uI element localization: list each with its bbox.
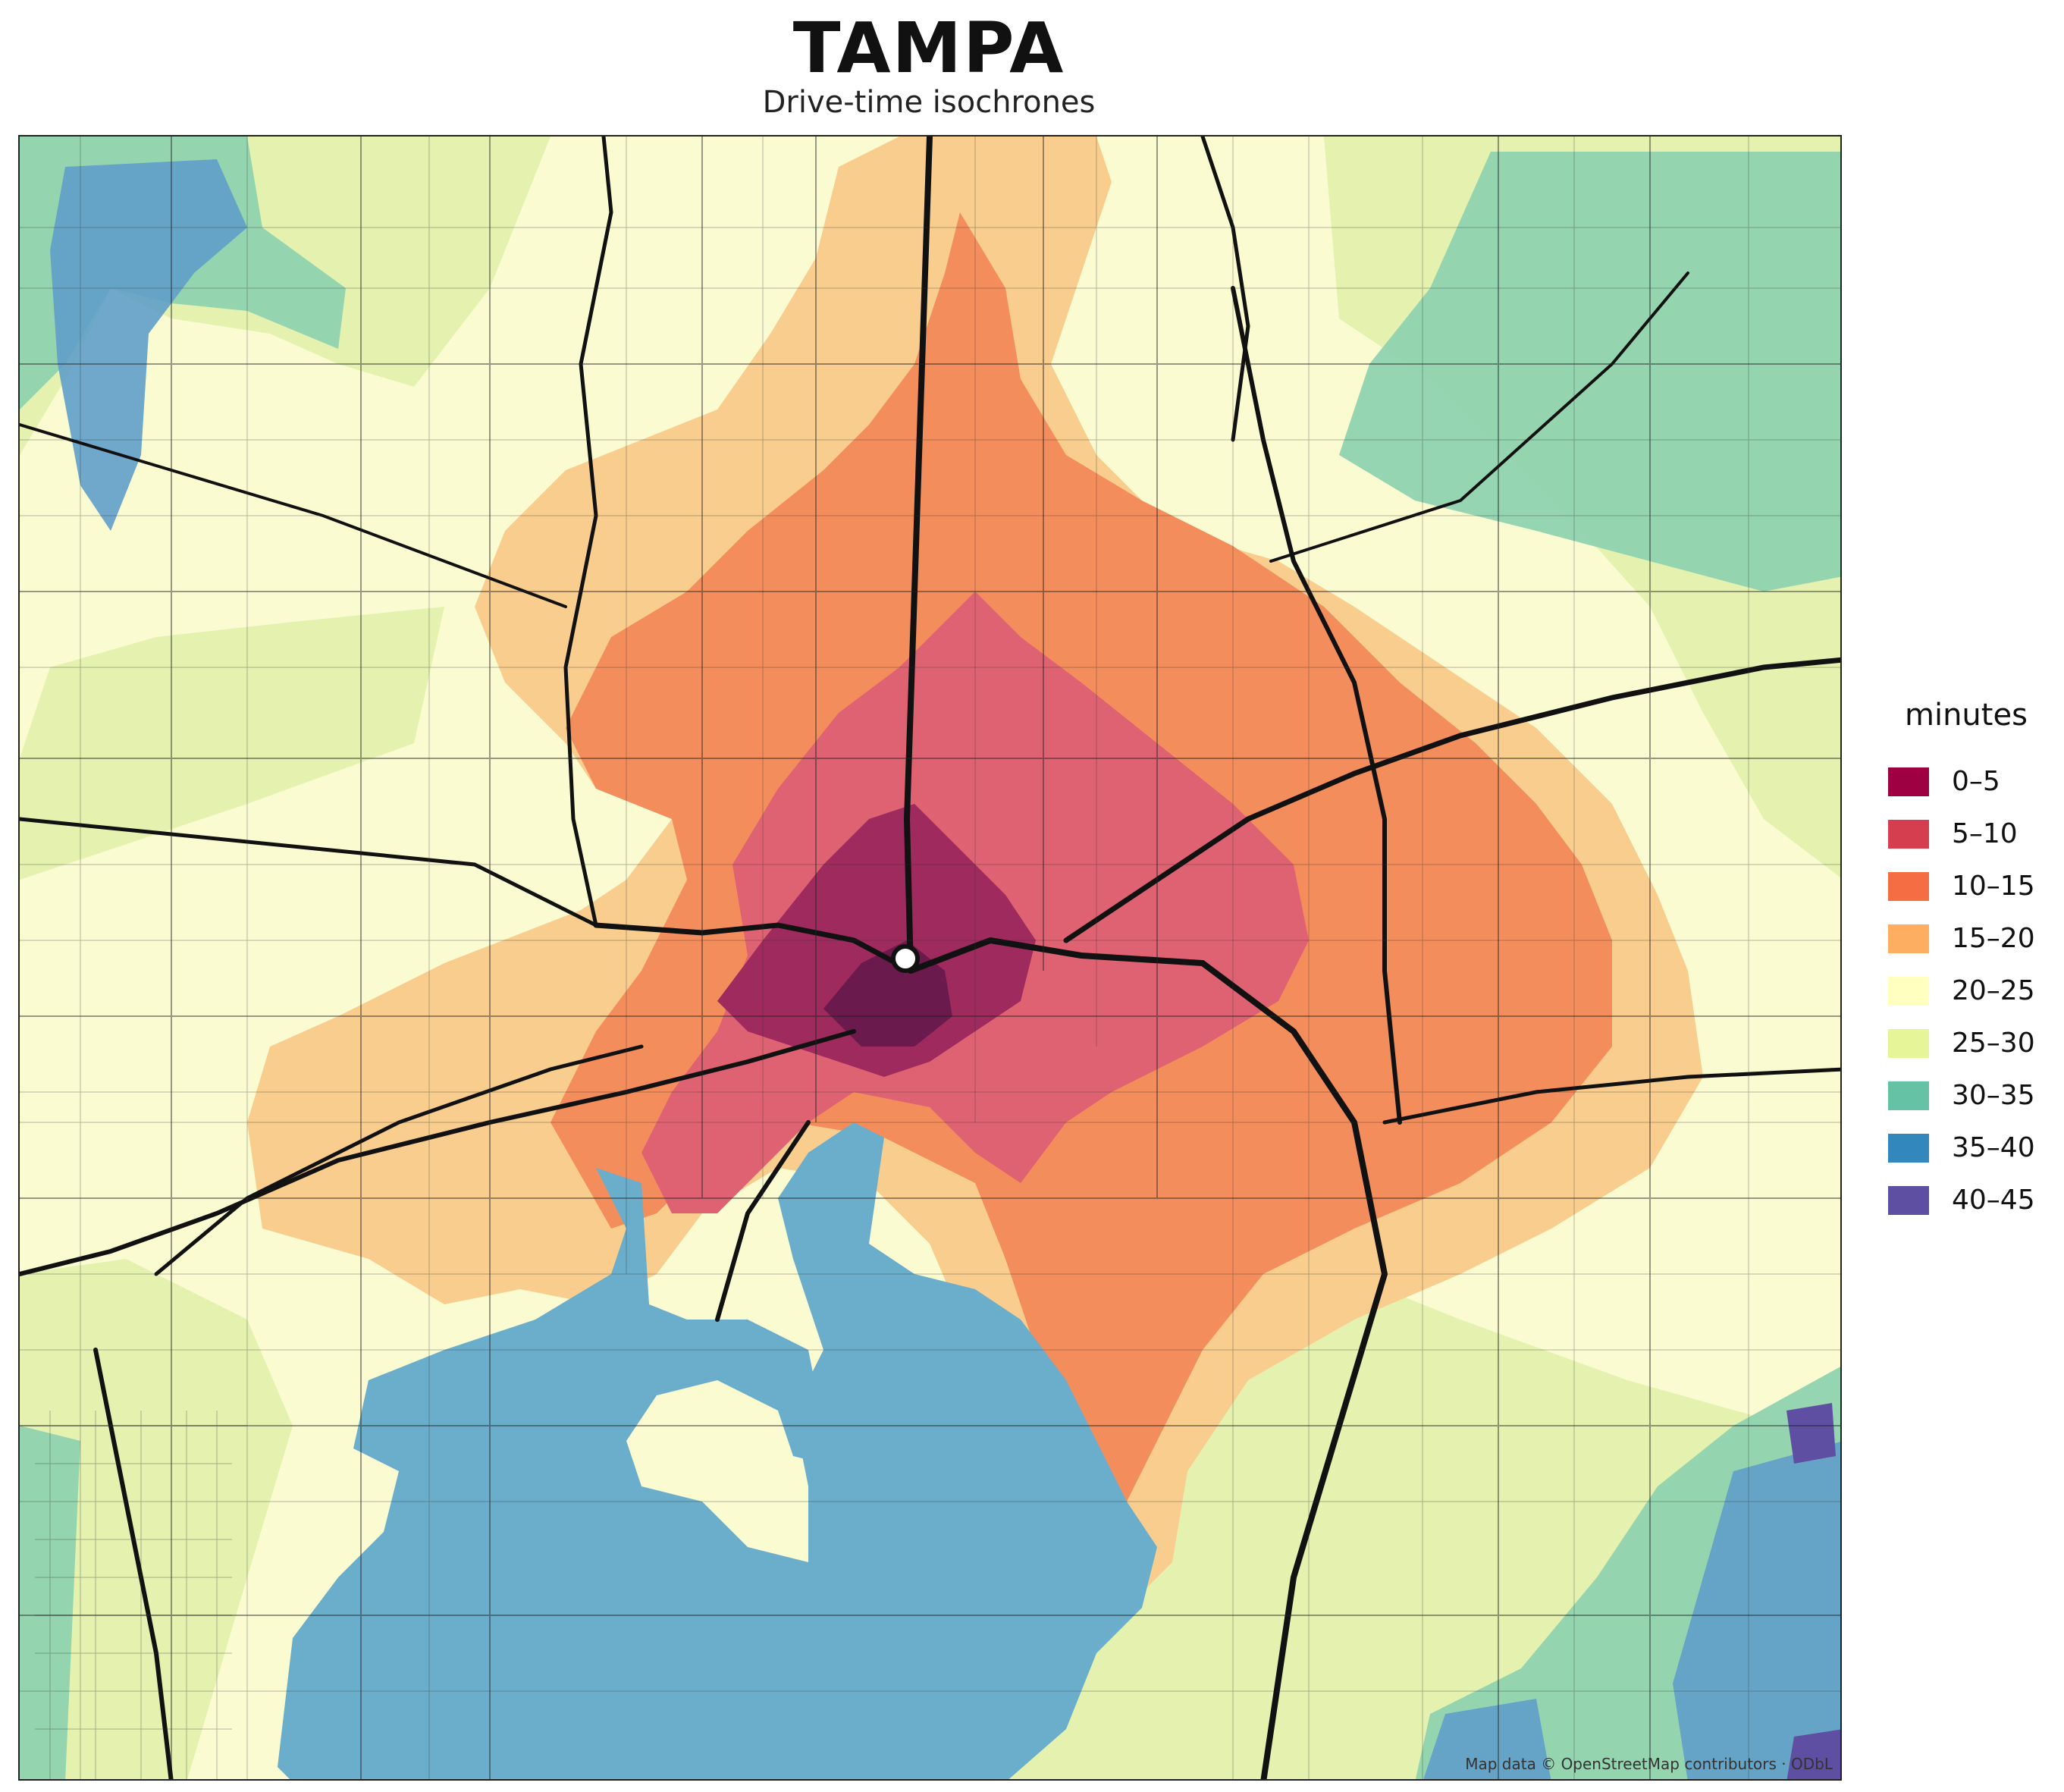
map-attribution: Map data © OpenStreetMap contributors · … — [1465, 1755, 1833, 1773]
legend-label: 0–5 — [1952, 766, 2000, 797]
map-title: TAMPA — [792, 8, 1065, 89]
map-subtitle: Drive-time isochrones — [762, 85, 1096, 120]
legend-label: 35–40 — [1952, 1132, 2035, 1163]
legend-item: 0–5 — [1888, 755, 2064, 808]
legend-item: 35–40 — [1888, 1122, 2064, 1174]
legend-item: 30–35 — [1888, 1069, 2064, 1122]
legend-swatch — [1888, 1028, 1929, 1058]
road-network — [20, 137, 1840, 1779]
legend-swatch — [1888, 767, 1929, 796]
map-canvas — [20, 137, 1840, 1779]
legend-items: 0–5 5–10 10–15 15–20 20–25 25–30 30–35 35–40 40–… — [1888, 755, 2064, 1226]
legend-label: 10–15 — [1952, 871, 2035, 902]
legend-swatch — [1888, 976, 1929, 1006]
legend-swatch — [1888, 1081, 1929, 1110]
isochrone-band-0-5 — [717, 804, 1036, 1077]
legend-item: 10–15 — [1888, 860, 2064, 912]
legend-item: 25–30 — [1888, 1017, 2064, 1069]
tampa-bay-water — [278, 1122, 1157, 1779]
isochrone-map[interactable]: Map data © OpenStreetMap contributors · … — [18, 135, 1842, 1781]
legend-item: 15–20 — [1888, 912, 2064, 965]
legend-item: 5–10 — [1888, 808, 2064, 860]
isochrone-band-35-40 — [50, 159, 1840, 1779]
local-streets — [20, 137, 1840, 1779]
legend-swatch — [1888, 871, 1929, 901]
legend-label: 30–35 — [1952, 1080, 2035, 1111]
legend-label: 20–25 — [1952, 975, 2035, 1006]
circle-marker-icon[interactable] — [891, 944, 920, 973]
legend: minutes 0–5 5–10 10–15 15–20 20–25 25–30 30–35… — [1888, 698, 2064, 1226]
isochrone-band-40-45 — [1786, 1403, 1840, 1779]
street-grid — [20, 137, 1840, 1779]
legend-label: 25–30 — [1952, 1028, 2035, 1059]
legend-swatch — [1888, 1185, 1929, 1215]
legend-item: 40–45 — [1888, 1174, 2064, 1226]
legend-title: minutes — [1905, 698, 2028, 733]
legend-label: 15–20 — [1952, 923, 2035, 954]
legend-label: 5–10 — [1952, 818, 2018, 849]
legend-swatch — [1888, 1133, 1929, 1163]
legend-label: 40–45 — [1952, 1185, 2035, 1216]
legend-swatch — [1888, 819, 1929, 849]
legend-swatch — [1888, 924, 1929, 953]
legend-item: 20–25 — [1888, 965, 2064, 1017]
